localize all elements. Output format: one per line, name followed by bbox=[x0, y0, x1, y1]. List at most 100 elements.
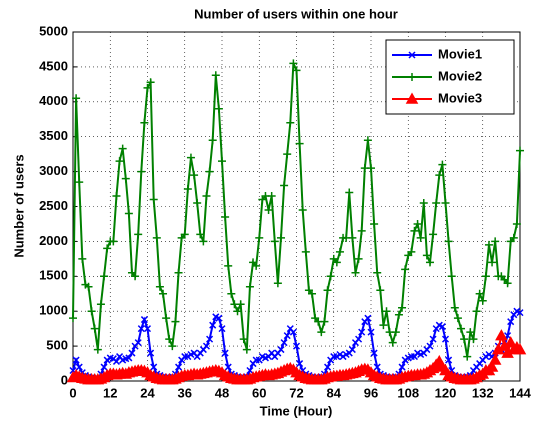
marker bbox=[276, 233, 285, 242]
marker bbox=[72, 94, 81, 103]
marker bbox=[457, 324, 466, 333]
marker bbox=[87, 307, 96, 316]
marker bbox=[93, 345, 102, 354]
marker bbox=[72, 356, 80, 364]
marker bbox=[78, 254, 87, 263]
marker bbox=[149, 195, 158, 204]
y-tick-label: 1000 bbox=[39, 303, 68, 318]
marker bbox=[264, 205, 273, 214]
marker bbox=[90, 324, 99, 333]
marker bbox=[246, 366, 254, 375]
marker bbox=[196, 230, 205, 239]
marker bbox=[507, 318, 515, 326]
marker bbox=[252, 261, 261, 270]
marker bbox=[143, 83, 152, 92]
marker bbox=[215, 314, 223, 322]
marker bbox=[227, 289, 236, 298]
marker bbox=[137, 167, 146, 176]
marker bbox=[513, 343, 527, 355]
marker bbox=[208, 136, 217, 145]
marker bbox=[109, 237, 118, 246]
x-tick-label: 72 bbox=[289, 385, 303, 400]
marker bbox=[460, 335, 469, 344]
marker bbox=[112, 192, 121, 201]
marker bbox=[165, 335, 174, 344]
y-tick-label: 0 bbox=[61, 372, 68, 387]
marker bbox=[370, 349, 378, 357]
marker bbox=[121, 174, 130, 183]
marker bbox=[485, 360, 499, 372]
marker bbox=[202, 192, 211, 201]
marker bbox=[441, 199, 450, 208]
x-tick-label: 144 bbox=[509, 385, 531, 400]
marker bbox=[516, 146, 524, 155]
marker bbox=[363, 136, 372, 145]
marker bbox=[75, 178, 84, 187]
marker bbox=[308, 289, 317, 298]
marker bbox=[488, 353, 502, 365]
x-tick-label: 84 bbox=[327, 385, 342, 400]
marker bbox=[450, 303, 459, 312]
marker bbox=[509, 233, 518, 242]
marker bbox=[146, 78, 155, 87]
marker bbox=[484, 240, 493, 249]
marker bbox=[364, 314, 372, 322]
marker bbox=[441, 335, 450, 343]
marker bbox=[152, 233, 161, 242]
x-tick-label: 36 bbox=[178, 385, 192, 400]
marker bbox=[292, 66, 301, 75]
marker bbox=[239, 335, 248, 344]
marker bbox=[413, 219, 422, 228]
marker bbox=[289, 59, 298, 68]
marker bbox=[296, 360, 304, 368]
marker bbox=[159, 289, 168, 298]
marker bbox=[398, 303, 407, 312]
marker bbox=[425, 258, 434, 267]
marker bbox=[326, 272, 335, 281]
chart-title: Number of users within one hour bbox=[194, 6, 398, 21]
marker bbox=[280, 181, 289, 190]
marker bbox=[112, 357, 120, 365]
marker bbox=[224, 363, 232, 371]
x-tick-label: 24 bbox=[140, 385, 155, 400]
marker bbox=[206, 335, 214, 343]
marker bbox=[472, 307, 481, 316]
legend-label: Movie3 bbox=[438, 90, 482, 105]
marker bbox=[432, 199, 441, 208]
marker bbox=[143, 325, 152, 333]
marker bbox=[125, 354, 133, 362]
marker bbox=[469, 335, 478, 344]
marker bbox=[199, 237, 208, 246]
marker bbox=[332, 258, 341, 267]
marker bbox=[503, 279, 512, 288]
marker bbox=[242, 345, 251, 354]
marker bbox=[209, 321, 217, 329]
marker bbox=[69, 314, 77, 323]
x-tick-label: 12 bbox=[103, 385, 117, 400]
marker bbox=[447, 272, 456, 281]
marker bbox=[408, 51, 416, 59]
y-tick-label: 3000 bbox=[39, 163, 68, 178]
x-tick-label: 60 bbox=[252, 385, 266, 400]
marker bbox=[453, 314, 462, 323]
marker bbox=[267, 192, 276, 201]
marker bbox=[324, 363, 332, 371]
marker bbox=[376, 286, 385, 295]
marker bbox=[478, 296, 487, 305]
marker bbox=[355, 335, 363, 343]
legend-label: Movie1 bbox=[438, 46, 482, 61]
marker bbox=[438, 160, 447, 169]
x-tick-label: 0 bbox=[69, 385, 76, 400]
marker bbox=[391, 328, 400, 337]
marker bbox=[171, 317, 180, 326]
marker bbox=[323, 286, 332, 295]
marker bbox=[394, 310, 403, 319]
marker bbox=[426, 342, 434, 350]
marker bbox=[286, 118, 295, 127]
marker bbox=[283, 150, 292, 159]
marker bbox=[131, 272, 140, 281]
marker bbox=[168, 342, 177, 351]
y-tick-label: 5000 bbox=[39, 23, 68, 38]
marker bbox=[205, 167, 214, 176]
